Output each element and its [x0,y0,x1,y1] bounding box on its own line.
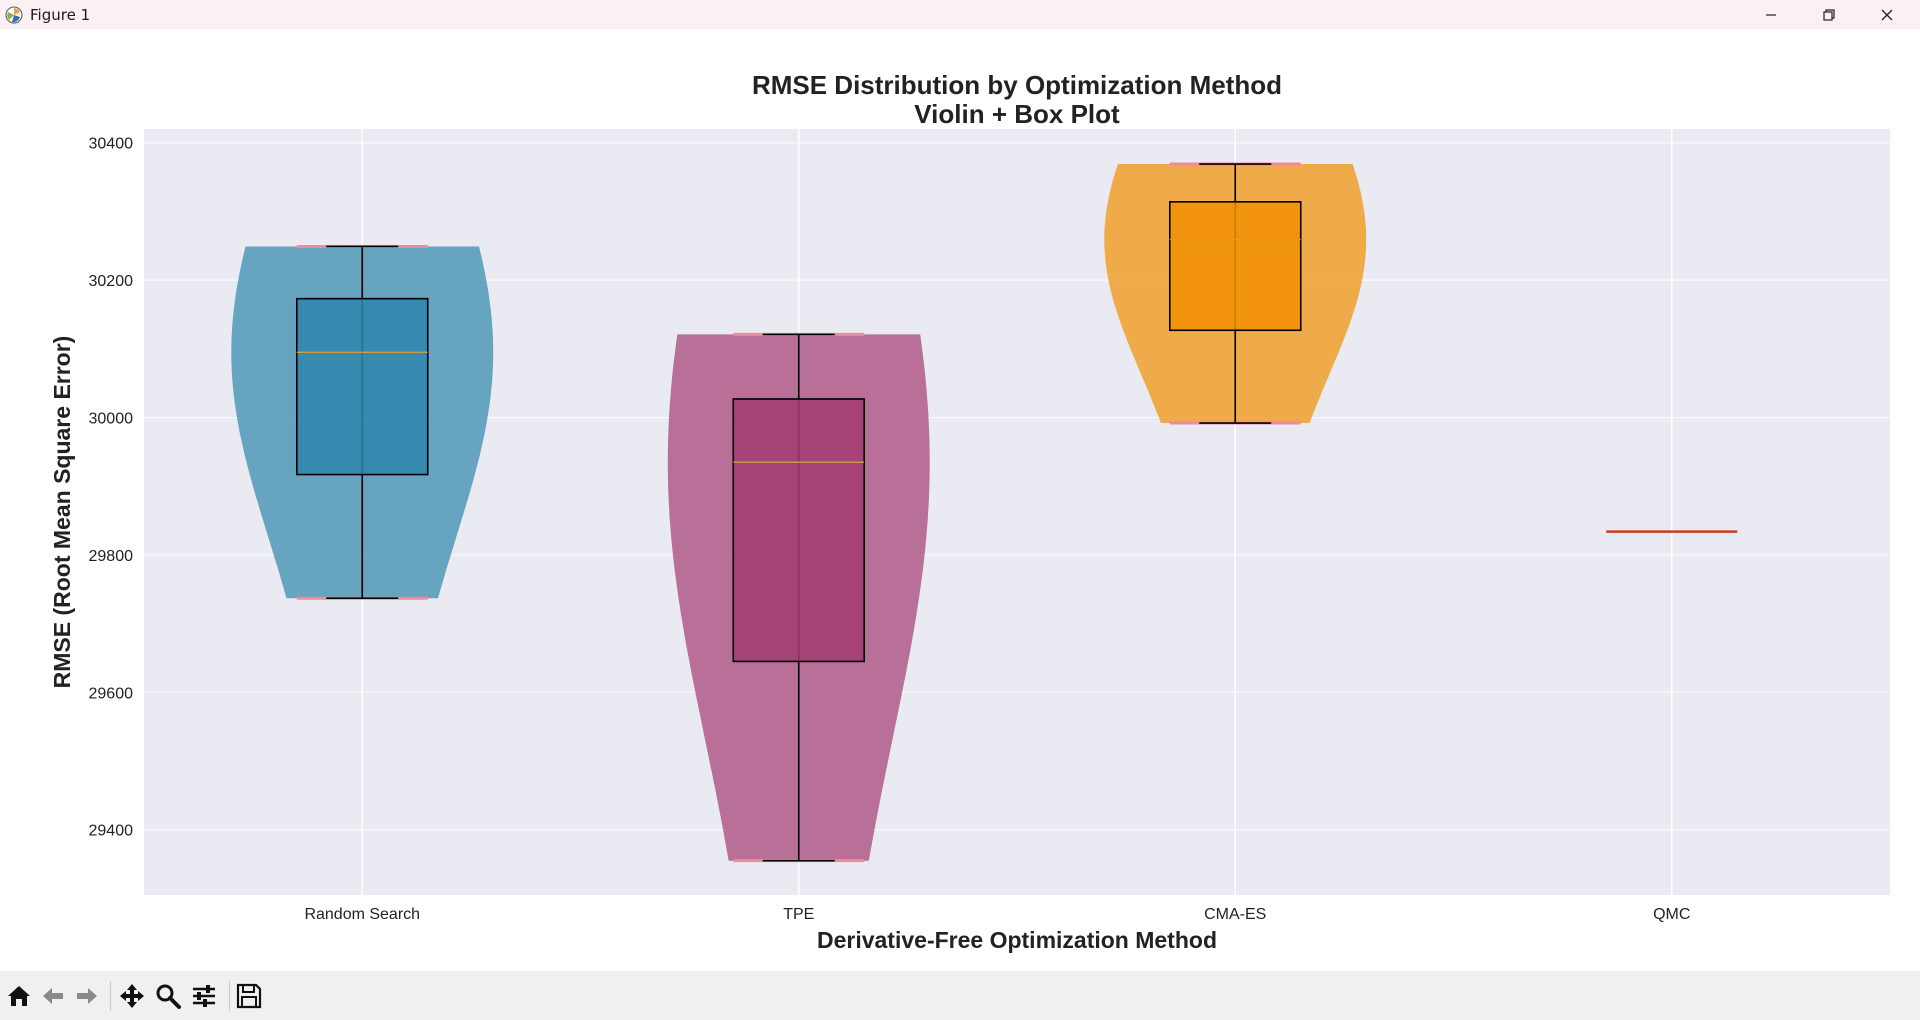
y-tick-label: 29600 [89,685,134,702]
matplotlib-logo-icon [4,5,24,25]
zoom-button[interactable] [151,979,185,1013]
chart-title: RMSE Distribution by Optimization Method [752,70,1282,100]
box-iqr [295,297,429,476]
minimize-icon [1766,13,1776,16]
y-axis-label: RMSE (Root Mean Square Error) [49,336,75,689]
box-iqr [1168,201,1302,332]
home-button[interactable] [2,979,36,1013]
close-button[interactable] [1858,0,1916,29]
forward-button[interactable] [70,979,104,1013]
arrow-right-icon [77,988,97,1004]
move-icon [120,984,144,1008]
back-button[interactable] [36,979,70,1013]
boxplots [295,163,1738,862]
restore-icon [1823,8,1835,21]
x-axis-label: Derivative-Free Optimization Method [817,927,1217,953]
y-tick-label: 29400 [89,823,134,840]
y-tick-label: 30200 [89,273,134,290]
x-tick-label: QMC [1653,906,1690,923]
configure-subplots-button[interactable] [187,979,221,1013]
toolbar-separator [110,981,111,1011]
sliders-icon [193,985,215,1007]
y-tick-label: 30000 [89,411,134,428]
chart-subtitle: Violin + Box Plot [914,99,1120,129]
x-tick-label: Random Search [304,906,420,923]
toolbar-separator [229,981,230,1011]
box-iqr [732,398,866,663]
figure-canvas[interactable]: RMSE Distribution by Optimization Method… [0,29,1920,971]
x-tick-label: TPE [783,906,814,923]
x-tick-label: CMA-ES [1204,906,1266,923]
violin-box-chart: RMSE Distribution by Optimization Method… [49,70,1890,953]
floppy-disk-icon [236,983,262,1009]
magnifier-icon [156,984,181,1009]
window-title: Figure 1 [30,5,91,24]
y-axis-ticks: 29400 29600 29800 30000 30200 30400 [89,136,134,840]
navigation-toolbar [0,971,1920,1020]
minimize-button[interactable] [1742,0,1800,29]
x-axis-ticks: Random Search TPE CMA-ES QMC [304,906,1690,923]
y-tick-label: 29800 [89,548,134,565]
window-titlebar: Figure 1 [0,0,1920,29]
arrow-left-icon [43,988,63,1004]
save-button[interactable] [232,979,266,1013]
maximize-button[interactable] [1800,0,1858,29]
y-tick-label: 30400 [89,136,134,153]
home-icon [8,986,30,1006]
close-icon [1881,9,1893,20]
pan-button[interactable] [115,979,149,1013]
